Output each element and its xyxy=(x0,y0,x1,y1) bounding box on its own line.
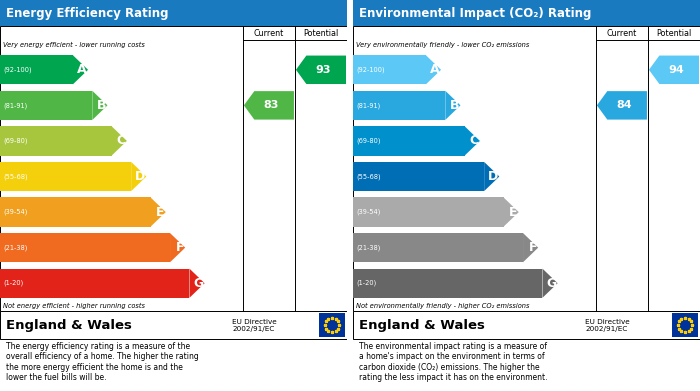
Bar xyxy=(0,0,347,26)
Text: E: E xyxy=(510,206,518,219)
Text: B: B xyxy=(450,99,459,112)
Text: C: C xyxy=(117,135,126,147)
Bar xyxy=(0,26,347,311)
Bar xyxy=(0,126,112,156)
Polygon shape xyxy=(150,197,166,227)
Bar xyxy=(353,233,523,262)
Bar xyxy=(353,197,503,227)
Bar xyxy=(353,0,700,26)
Polygon shape xyxy=(484,162,499,191)
Bar xyxy=(353,26,700,311)
Text: E: E xyxy=(156,206,164,219)
Text: England & Wales: England & Wales xyxy=(6,319,132,332)
Text: Energy Efficiency Rating: Energy Efficiency Rating xyxy=(6,7,169,20)
Text: (39-54): (39-54) xyxy=(3,209,27,215)
Polygon shape xyxy=(131,162,146,191)
Bar xyxy=(0,311,347,339)
Polygon shape xyxy=(244,91,294,120)
Text: Not energy efficient - higher running costs: Not energy efficient - higher running co… xyxy=(3,303,145,309)
Bar xyxy=(353,126,465,156)
Text: (39-54): (39-54) xyxy=(356,209,380,215)
Polygon shape xyxy=(465,126,480,156)
Text: 83: 83 xyxy=(263,100,279,110)
Bar xyxy=(353,55,426,84)
Text: A: A xyxy=(78,63,87,76)
Polygon shape xyxy=(170,233,186,262)
Text: Current: Current xyxy=(607,29,637,38)
Text: The energy efficiency rating is a measure of the
overall efficiency of a home. T: The energy efficiency rating is a measur… xyxy=(6,342,199,382)
Bar xyxy=(353,91,445,120)
Bar xyxy=(0,233,170,262)
Text: EU Directive
2002/91/EC: EU Directive 2002/91/EC xyxy=(232,319,277,332)
Text: (92-100): (92-100) xyxy=(3,66,31,73)
Text: Not environmentally friendly - higher CO₂ emissions: Not environmentally friendly - higher CO… xyxy=(356,303,529,309)
Bar xyxy=(353,269,542,298)
Text: (1-20): (1-20) xyxy=(3,280,23,287)
Text: (55-68): (55-68) xyxy=(3,173,27,180)
Text: G: G xyxy=(193,277,204,290)
Text: D: D xyxy=(135,170,146,183)
Polygon shape xyxy=(503,197,519,227)
Text: (81-91): (81-91) xyxy=(3,102,27,109)
Bar xyxy=(0,91,92,120)
Text: Potential: Potential xyxy=(657,29,692,38)
Polygon shape xyxy=(73,55,88,84)
Bar xyxy=(672,313,698,337)
Bar xyxy=(0,269,190,298)
Text: 84: 84 xyxy=(616,100,632,110)
Bar xyxy=(319,313,345,337)
Text: (21-38): (21-38) xyxy=(3,244,27,251)
Text: England & Wales: England & Wales xyxy=(359,319,485,332)
Bar xyxy=(353,311,700,339)
Text: Current: Current xyxy=(254,29,284,38)
Text: F: F xyxy=(176,241,184,254)
Text: (69-80): (69-80) xyxy=(3,138,27,144)
Text: (1-20): (1-20) xyxy=(356,280,377,287)
Text: A: A xyxy=(430,63,440,76)
Text: D: D xyxy=(488,170,498,183)
Text: EU Directive
2002/91/EC: EU Directive 2002/91/EC xyxy=(585,319,630,332)
Text: (55-68): (55-68) xyxy=(356,173,381,180)
Text: Environmental Impact (CO₂) Rating: Environmental Impact (CO₂) Rating xyxy=(359,7,592,20)
Polygon shape xyxy=(190,269,204,298)
Text: (21-38): (21-38) xyxy=(356,244,380,251)
Polygon shape xyxy=(445,91,461,120)
Polygon shape xyxy=(426,55,441,84)
Polygon shape xyxy=(296,56,346,84)
Polygon shape xyxy=(649,56,699,84)
Bar xyxy=(0,55,73,84)
Text: B: B xyxy=(97,99,106,112)
Text: The environmental impact rating is a measure of
a home's impact on the environme: The environmental impact rating is a mea… xyxy=(359,342,547,382)
Polygon shape xyxy=(92,91,108,120)
Text: G: G xyxy=(547,277,556,290)
Text: F: F xyxy=(528,241,537,254)
Polygon shape xyxy=(112,126,127,156)
Polygon shape xyxy=(542,269,558,298)
Text: C: C xyxy=(470,135,479,147)
Polygon shape xyxy=(597,91,647,120)
Text: Very environmentally friendly - lower CO₂ emissions: Very environmentally friendly - lower CO… xyxy=(356,42,529,48)
Text: Very energy efficient - lower running costs: Very energy efficient - lower running co… xyxy=(3,42,145,48)
Polygon shape xyxy=(523,233,538,262)
Text: 94: 94 xyxy=(668,65,684,75)
Bar xyxy=(0,162,131,191)
Text: Potential: Potential xyxy=(303,29,339,38)
Bar xyxy=(353,162,484,191)
Text: (81-91): (81-91) xyxy=(356,102,380,109)
Text: (69-80): (69-80) xyxy=(356,138,381,144)
Bar xyxy=(0,197,150,227)
Text: (92-100): (92-100) xyxy=(356,66,384,73)
Text: 93: 93 xyxy=(315,65,331,75)
